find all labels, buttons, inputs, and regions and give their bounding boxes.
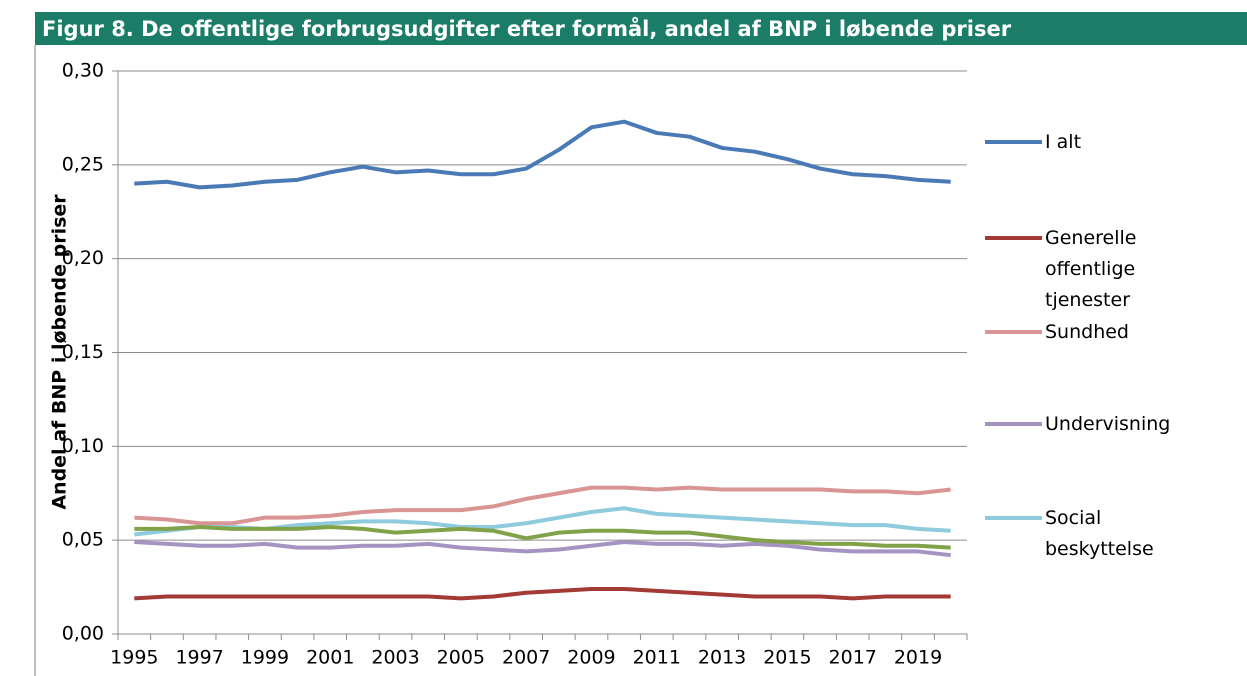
y-tick-label: 0,30 — [62, 60, 104, 82]
legend-label: Generelle offentlige tjenester — [1045, 227, 1137, 311]
x-tick-label: 1997 — [175, 647, 223, 669]
series-line — [134, 485, 951, 526]
y-tick-label: 0,15 — [62, 341, 104, 363]
series-line — [134, 540, 951, 558]
legend-label: Sundhed — [1045, 321, 1129, 343]
x-tick-label: 2005 — [437, 647, 485, 669]
y-tick-label: 0,25 — [62, 153, 104, 175]
x-tick-label: 2019 — [894, 647, 942, 669]
y-tick-label: 0,10 — [62, 435, 104, 457]
x-tick-label: 2017 — [829, 647, 877, 669]
x-tick-label: 2007 — [502, 647, 550, 669]
y-tick-label: 0,20 — [62, 247, 104, 269]
series-line — [134, 119, 951, 190]
y-axis-label: Andel af BNP i løbende priser — [49, 194, 71, 510]
series-line — [134, 586, 951, 601]
x-tick-label: 1995 — [110, 647, 158, 669]
legend-label: Undervisning — [1045, 413, 1171, 435]
series-line — [134, 525, 951, 550]
x-tick-label: 1999 — [241, 647, 289, 669]
x-tick-label: 2009 — [567, 647, 615, 669]
x-tick-label: 2001 — [306, 647, 354, 669]
y-tick-label: 0,05 — [62, 529, 104, 551]
x-tick-label: 2011 — [633, 647, 681, 669]
legend-label: Social beskyttelse — [1045, 507, 1154, 560]
y-tick-label: 0,00 — [62, 623, 104, 645]
title-bar — [35, 12, 1247, 45]
x-tick-label: 2003 — [371, 647, 419, 669]
chart-title: Figur 8. De offentlige forbrugsudgifter … — [42, 16, 1012, 41]
x-tick-label: 2013 — [698, 647, 746, 669]
legend-label: I alt — [1045, 131, 1082, 153]
x-tick-label: 2015 — [763, 647, 811, 669]
